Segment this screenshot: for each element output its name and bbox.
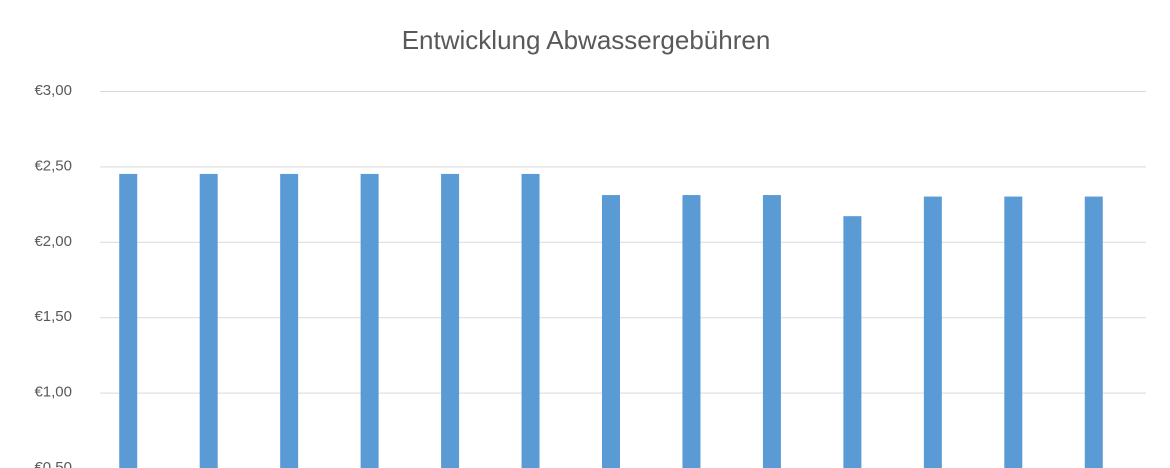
bar [360,173,379,468]
bar [923,196,942,468]
y-tick-label: €3,00 [34,82,72,99]
bar [280,173,299,468]
y-tick-label: €1,50 [34,308,72,325]
bar [199,173,218,468]
bar [762,195,781,468]
bar [602,195,620,468]
chart-title: Entwicklung Abwassergebühren [402,25,771,55]
y-tick-label: €1,00 [34,384,72,401]
y-tick-label: €2,50 [34,157,72,174]
bar [119,173,138,468]
bar [1084,196,1103,468]
bar [521,173,540,468]
bar [843,216,862,468]
bar [441,173,460,468]
y-tick-label: €2,00 [34,233,72,250]
bar [682,195,701,468]
bar [1004,196,1023,468]
y-tick-label: €0,50 [34,459,72,468]
